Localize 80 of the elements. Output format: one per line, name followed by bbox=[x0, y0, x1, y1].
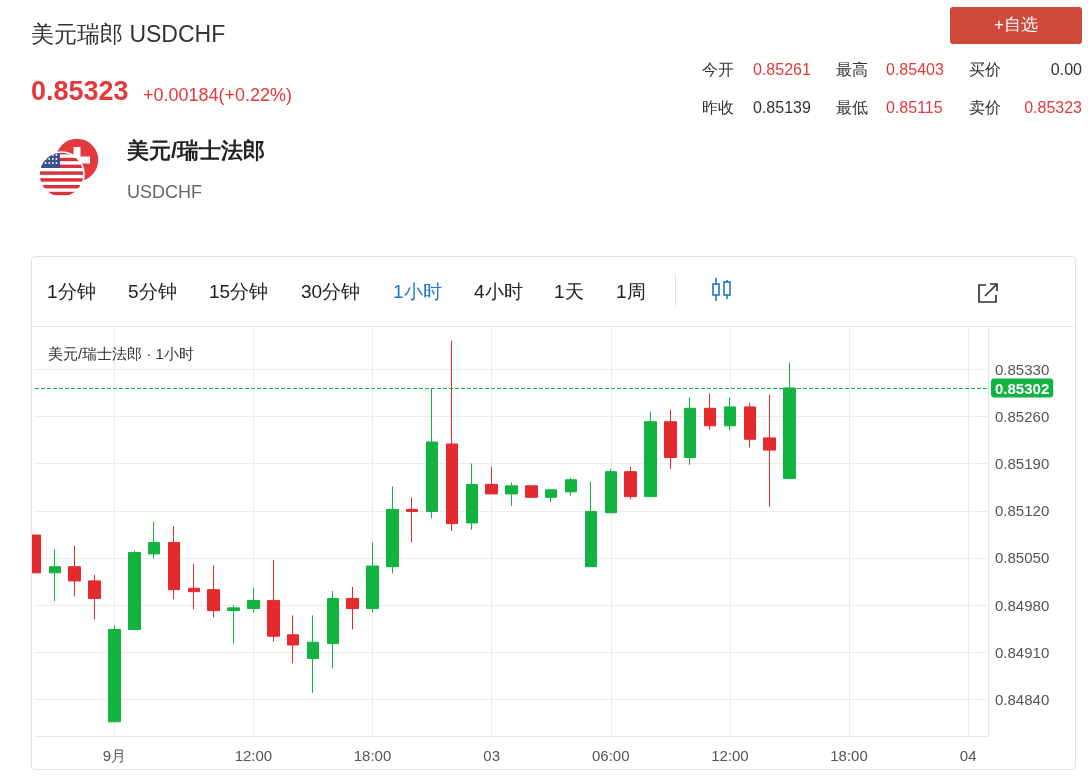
text: 昨收 bbox=[702, 98, 734, 118]
text: 卖价 bbox=[969, 98, 1001, 118]
candlestick bbox=[88, 574, 101, 620]
x-tick-label: 18:00 bbox=[353, 747, 392, 764]
text: 今开 bbox=[702, 60, 734, 80]
candlestick bbox=[565, 477, 577, 497]
text: 0.85323 bbox=[1024, 98, 1082, 118]
x-tick-label: 03 bbox=[483, 747, 500, 764]
ref-line-label: 0.85302 bbox=[995, 379, 1050, 397]
text: 美元/瑞士法郎 bbox=[127, 138, 266, 164]
x-tick-label: 18:00 bbox=[830, 747, 868, 764]
y-tick-label: 0.84910 bbox=[995, 643, 1050, 661]
candlestick bbox=[68, 545, 81, 597]
candlestick bbox=[485, 466, 498, 495]
y-tick-label: 0.85330 bbox=[995, 360, 1050, 378]
candlestick bbox=[108, 624, 121, 723]
candlestick bbox=[545, 489, 557, 503]
candlestick bbox=[247, 587, 260, 614]
text: USDCHF bbox=[127, 181, 202, 203]
candlestick bbox=[664, 409, 677, 470]
text: 0.85139 bbox=[753, 98, 811, 118]
candlestick bbox=[525, 485, 538, 498]
text: +自选 bbox=[993, 15, 1039, 35]
candlestick bbox=[466, 463, 478, 531]
text: 0.85323 bbox=[31, 76, 129, 108]
candlestick bbox=[644, 411, 657, 498]
text: 0.85115 bbox=[886, 98, 943, 118]
x-tick-label: 04 bbox=[959, 747, 977, 764]
text: 最低 bbox=[836, 98, 868, 118]
candlestick bbox=[168, 525, 180, 600]
candlestick bbox=[128, 550, 141, 630]
x-tick-label: 12:00 bbox=[234, 747, 273, 764]
candlestick bbox=[49, 548, 61, 602]
candlestick bbox=[684, 396, 696, 466]
candlestick bbox=[287, 614, 299, 664]
candlestick bbox=[505, 481, 518, 507]
text: 5分钟 bbox=[128, 281, 177, 303]
candlestick bbox=[605, 468, 617, 514]
text: 1周 bbox=[616, 281, 646, 303]
candlestick bbox=[406, 496, 418, 543]
text: 15分钟 bbox=[209, 281, 269, 303]
candlestick bbox=[724, 396, 736, 432]
candlestick bbox=[744, 402, 756, 448]
x-tick-label: 06:00 bbox=[592, 747, 630, 764]
y-tick-label: 0.84980 bbox=[995, 596, 1050, 614]
text: 1小时 bbox=[393, 281, 442, 303]
candlestick bbox=[148, 521, 160, 560]
candlestick bbox=[446, 340, 458, 532]
text: 0.85403 bbox=[886, 60, 944, 80]
candlestick bbox=[763, 394, 776, 508]
text: 1分钟 bbox=[47, 281, 96, 303]
text: 0.00 bbox=[1050, 60, 1082, 80]
candlestick bbox=[267, 559, 280, 643]
candlestick bbox=[207, 564, 220, 618]
text: 4小时 bbox=[474, 281, 523, 303]
candlestick bbox=[624, 466, 637, 500]
y-tick-label: 0.85120 bbox=[995, 502, 1050, 520]
candlestick bbox=[585, 481, 597, 568]
candlestick bbox=[704, 392, 716, 431]
text: 1天 bbox=[554, 281, 584, 303]
chart-title: 美元瑞郎 USDCHF bbox=[31, 20, 226, 48]
text: 最高 bbox=[836, 60, 868, 80]
candlestick bbox=[346, 586, 359, 630]
text: 美元/瑞士法郎 · 1小时 bbox=[48, 345, 194, 363]
candlestick bbox=[327, 590, 339, 670]
text: +0.00184(+0.22%) bbox=[143, 84, 293, 106]
text: 买价 bbox=[969, 60, 1001, 80]
text: 30分钟 bbox=[301, 281, 361, 303]
candlestick bbox=[307, 614, 319, 694]
candlestick bbox=[227, 604, 240, 645]
candlestick bbox=[366, 541, 379, 614]
y-tick-label: 0.85190 bbox=[995, 455, 1050, 473]
y-tick-label: 0.85260 bbox=[995, 407, 1050, 425]
x-tick-label: 12:00 bbox=[711, 747, 749, 764]
x-tick-label: 9月 bbox=[102, 747, 127, 764]
candlestick bbox=[386, 485, 399, 574]
text: 0.85261 bbox=[753, 60, 811, 80]
candlestick bbox=[188, 563, 200, 610]
y-tick-label: 0.84840 bbox=[995, 691, 1050, 709]
y-tick-label: 0.85050 bbox=[995, 549, 1050, 567]
